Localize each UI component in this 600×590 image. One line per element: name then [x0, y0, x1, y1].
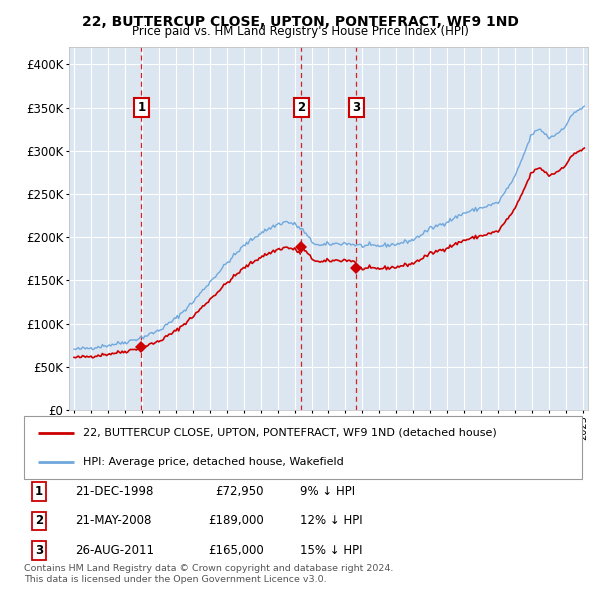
Text: 22, BUTTERCUP CLOSE, UPTON, PONTEFRACT, WF9 1ND: 22, BUTTERCUP CLOSE, UPTON, PONTEFRACT, … [82, 15, 518, 29]
Text: 9% ↓ HPI: 9% ↓ HPI [300, 485, 355, 498]
Text: 26-AUG-2011: 26-AUG-2011 [75, 544, 154, 557]
Text: 21-DEC-1998: 21-DEC-1998 [75, 485, 154, 498]
Text: £189,000: £189,000 [208, 514, 264, 527]
Text: 2: 2 [297, 101, 305, 114]
Text: £72,950: £72,950 [215, 485, 264, 498]
Text: Contains HM Land Registry data © Crown copyright and database right 2024.: Contains HM Land Registry data © Crown c… [24, 565, 394, 573]
Text: Price paid vs. HM Land Registry's House Price Index (HPI): Price paid vs. HM Land Registry's House … [131, 25, 469, 38]
Text: 22, BUTTERCUP CLOSE, UPTON, PONTEFRACT, WF9 1ND (detached house): 22, BUTTERCUP CLOSE, UPTON, PONTEFRACT, … [83, 428, 496, 438]
Text: 3: 3 [35, 544, 43, 557]
Text: 12% ↓ HPI: 12% ↓ HPI [300, 514, 362, 527]
Text: This data is licensed under the Open Government Licence v3.0.: This data is licensed under the Open Gov… [24, 575, 326, 584]
Text: 3: 3 [352, 101, 361, 114]
Text: £165,000: £165,000 [208, 544, 264, 557]
Text: HPI: Average price, detached house, Wakefield: HPI: Average price, detached house, Wake… [83, 457, 343, 467]
Text: 21-MAY-2008: 21-MAY-2008 [75, 514, 151, 527]
Text: 1: 1 [137, 101, 145, 114]
Text: 15% ↓ HPI: 15% ↓ HPI [300, 544, 362, 557]
Text: 2: 2 [35, 514, 43, 527]
FancyBboxPatch shape [24, 416, 582, 479]
Text: 1: 1 [35, 485, 43, 498]
